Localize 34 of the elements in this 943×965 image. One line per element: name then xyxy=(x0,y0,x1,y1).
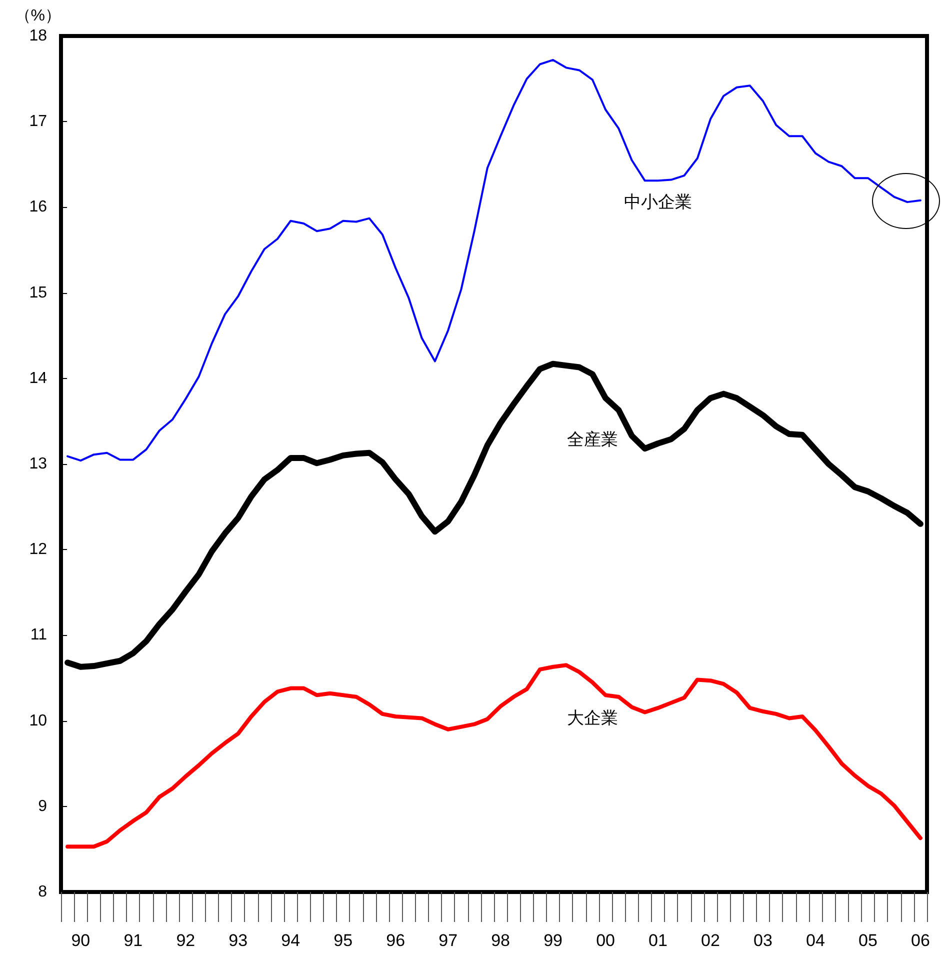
y-tick-label: 18 xyxy=(29,28,48,44)
series-label: 全産業 xyxy=(566,430,618,450)
line-series xyxy=(66,58,922,462)
x-tick-label: 90 xyxy=(71,931,90,950)
y-axis-title: （%） xyxy=(14,8,61,24)
x-tick-label: 02 xyxy=(701,931,720,950)
series-label: 大企業 xyxy=(566,708,618,728)
y-tick-label: 14 xyxy=(29,370,48,387)
y-tick-label: 9 xyxy=(38,798,48,815)
series-label: 中小企業 xyxy=(624,192,692,212)
x-tick-label: 93 xyxy=(228,931,248,950)
x-tick-label: 04 xyxy=(806,931,825,950)
y-tick-label: 13 xyxy=(29,456,48,472)
x-tick-label: 96 xyxy=(386,931,406,950)
x-tick-label: 98 xyxy=(491,931,510,950)
x-tick-label: 94 xyxy=(281,931,300,950)
y-tick-label: 16 xyxy=(29,198,48,216)
y-tick-label: 15 xyxy=(29,284,48,302)
x-tick-label: 91 xyxy=(124,931,143,950)
x-tick-label: 03 xyxy=(754,931,772,950)
x-tick-label: 05 xyxy=(858,931,878,950)
y-tick-label: 10 xyxy=(29,712,48,730)
y-tick-label: 12 xyxy=(29,541,48,558)
x-tick-label: 99 xyxy=(544,931,563,950)
y-tick-label: 17 xyxy=(29,113,48,130)
x-tick-label: 95 xyxy=(334,931,353,950)
line-series xyxy=(66,663,922,849)
y-tick-label: 11 xyxy=(30,626,48,644)
x-tick-label: 97 xyxy=(438,931,458,950)
x-tick-label: 01 xyxy=(648,931,668,950)
x-tick-label: 06 xyxy=(910,931,930,950)
y-tick-label: 8 xyxy=(38,884,48,900)
x-tick-label: 92 xyxy=(176,931,196,950)
x-tick-label: 00 xyxy=(596,931,615,950)
